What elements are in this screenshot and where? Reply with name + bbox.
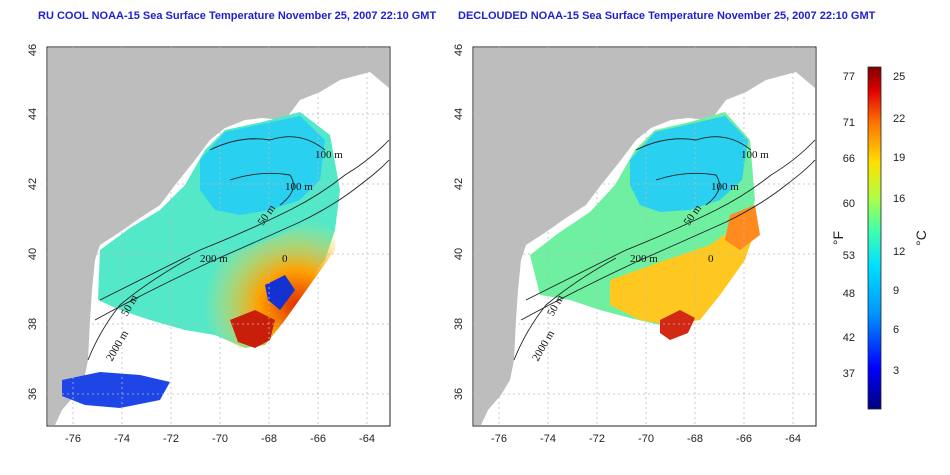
right-contour-label: 100 m	[741, 149, 769, 161]
left-lon-tick: -68	[261, 433, 277, 445]
right-contour-label: 100 m	[711, 181, 739, 193]
right-lon-tick: -68	[687, 433, 703, 445]
left-lon-tick: -72	[163, 433, 179, 445]
left-lat-tick: 38	[27, 318, 39, 330]
left-contour-label: 100 m	[285, 181, 313, 193]
f-tick: 37	[843, 368, 855, 380]
right-map-title: DECLOUDED NOAA-15 Sea Surface Temperatur…	[458, 10, 876, 22]
right-lat-tick: 36	[453, 388, 465, 400]
colorbar-c-ticks: 25 22 19 16 12 9 6 3	[893, 71, 905, 377]
left-land	[48, 48, 389, 425]
right-lon-tick: -66	[736, 433, 752, 445]
right-lon-tick: -72	[589, 433, 605, 445]
f-tick: 48	[843, 288, 855, 300]
left-sst-hot	[230, 310, 275, 348]
left-sst-warm	[180, 205, 335, 348]
colorbar-gradient	[867, 66, 882, 410]
f-tick: 53	[843, 250, 855, 262]
right-contour-label: 0	[708, 253, 714, 265]
left-lon-ticks: -76 -74 -72 -70 -68 -66 -64	[65, 433, 375, 445]
right-lon-tick: -64	[785, 433, 801, 445]
left-contour-label: 0	[282, 253, 288, 265]
c-tick: 25	[893, 71, 905, 83]
c-tick: 12	[893, 246, 905, 258]
right-lon-tick: -74	[540, 433, 556, 445]
left-lon-tick: -76	[65, 433, 81, 445]
left-contours	[87, 136, 390, 361]
f-tick: 42	[843, 332, 855, 344]
left-lon-tick: -66	[310, 433, 326, 445]
left-lon-tick: -64	[359, 433, 375, 445]
right-lat-tick: 42	[453, 178, 465, 190]
colorbar-f-ticks: 77 71 66 60 53 48 42 37	[843, 71, 855, 380]
left-lat-tick: 42	[27, 178, 39, 190]
f-tick: 60	[843, 198, 855, 210]
right-contour-label: 200 m	[630, 253, 658, 265]
left-lat-tick: 44	[27, 108, 39, 120]
left-lat-tick: 36	[27, 388, 39, 400]
left-lat-tick: 46	[27, 44, 39, 56]
right-sst-cool	[630, 116, 748, 212]
left-lon-tick: -70	[212, 433, 228, 445]
left-contour-label: 100 m	[315, 149, 343, 161]
c-tick: 22	[893, 113, 905, 125]
left-lat-tick: 40	[27, 248, 39, 260]
left-sst-cold-south	[62, 372, 170, 408]
right-lat-tick: 44	[453, 108, 465, 120]
c-tick: 6	[893, 324, 899, 336]
right-map: 100 m 100 m 50 m 200 m 50 m 2000 m 0 -76…	[453, 44, 817, 445]
left-sst-cold	[265, 275, 295, 310]
left-map: 100 m 100 m 50 m 200 m 50 m 2000 m 0 -76…	[27, 44, 391, 445]
right-land	[474, 48, 815, 425]
f-tick: 66	[843, 153, 855, 165]
c-tick: 19	[893, 152, 905, 164]
left-sst-cool	[200, 116, 325, 215]
left-contour-label: 200 m	[200, 253, 228, 265]
colorbar: 77 71 66 60 53 48 42 37 25 22 19 16 12 9…	[830, 66, 929, 410]
c-tick: 16	[893, 193, 905, 205]
c-tick: 3	[893, 365, 899, 377]
right-lat-tick: 38	[453, 318, 465, 330]
left-lon-tick: -74	[114, 433, 130, 445]
right-sst-orange	[725, 205, 760, 250]
right-lat-tick: 40	[453, 248, 465, 260]
left-lat-ticks: 36 38 40 42 44 46	[27, 44, 39, 400]
right-lat-tick: 46	[453, 44, 465, 56]
c-tick: 9	[893, 285, 899, 297]
right-sst-hot	[660, 310, 695, 340]
right-lon-ticks: -76 -74 -72 -70 -68 -66 -64	[491, 433, 801, 445]
left-map-title: RU COOL NOAA-15 Sea Surface Temperature …	[38, 10, 437, 22]
right-contours	[513, 136, 816, 361]
right-lat-ticks: 36 38 40 42 44 46	[453, 44, 465, 400]
fahrenheit-label: °F	[830, 231, 846, 245]
f-tick: 77	[843, 71, 855, 83]
celsius-label: °C	[913, 230, 929, 246]
right-lon-tick: -76	[491, 433, 507, 445]
right-lon-tick: -70	[638, 433, 654, 445]
f-tick: 71	[843, 117, 855, 129]
